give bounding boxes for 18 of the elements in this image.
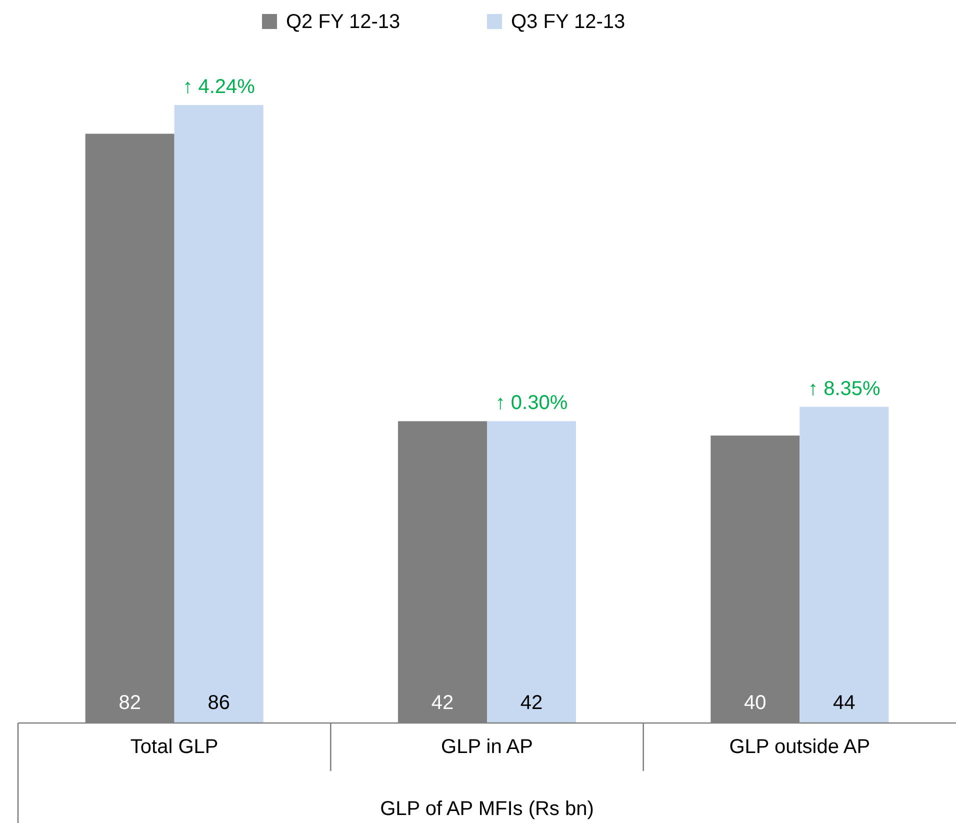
bar (800, 406, 889, 723)
annotation: ↑ 8.35% (808, 378, 881, 400)
data-label: 82 (118, 692, 141, 714)
legend-label: Q3 FY 12-13 (511, 11, 626, 33)
bar (174, 105, 264, 723)
data-label: 42 (520, 692, 543, 714)
data-label: 44 (833, 692, 856, 714)
annotation: ↑ 4.24% (182, 76, 256, 98)
x-tick-label: GLP in AP (441, 736, 533, 758)
x-tick-label: GLP outside AP (729, 736, 870, 758)
bar (487, 421, 576, 723)
x-tick-label: Total GLP (130, 736, 218, 758)
x-axis-title: GLP of AP MFIs (Rs bn) (380, 798, 594, 820)
legend-label: Q2 FY 12-13 (286, 11, 400, 33)
data-label: 86 (208, 692, 230, 714)
data-label: 42 (431, 692, 454, 714)
annotation: ↑ 0.30% (495, 392, 568, 414)
data-label: 40 (744, 692, 766, 714)
